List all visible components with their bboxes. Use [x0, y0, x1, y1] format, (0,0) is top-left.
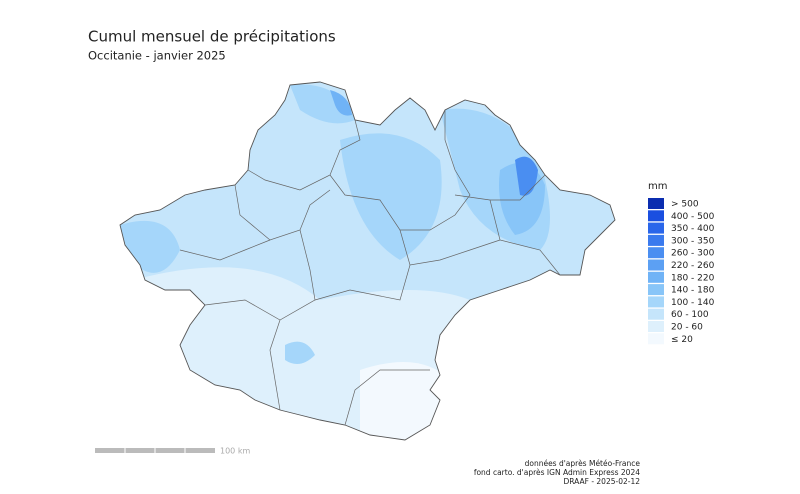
legend-swatch [648, 271, 664, 283]
legend-swatch [648, 222, 664, 234]
legend-label: 60 - 100 [671, 310, 709, 320]
legend-title: mm [648, 181, 667, 192]
credit-line: DRAAF - 2025-02-12 [563, 477, 640, 486]
legend-label: 140 - 180 [671, 286, 715, 296]
legend-swatch [648, 234, 664, 246]
credit-line: données d'après Météo-France [525, 459, 641, 468]
scale-bar: 100 km [95, 447, 250, 456]
legend-label: 400 - 500 [671, 212, 715, 222]
legend-swatch [648, 296, 664, 308]
department-borders [179, 110, 561, 426]
legend: > 500 400 - 500 350 - 400 300 - 350 260 - 30… [648, 198, 715, 345]
legend-label: > 500 [671, 200, 699, 210]
legend-swatch [648, 210, 664, 222]
legend-label: 220 - 260 [671, 261, 715, 271]
legend-label: 180 - 220 [671, 273, 715, 283]
legend-label: 300 - 350 [671, 236, 715, 246]
legend-swatch [648, 247, 664, 259]
legend-label: 100 - 140 [671, 298, 715, 308]
credit-line: fond carto. d'après IGN Admin Express 20… [474, 468, 640, 477]
legend-swatch [648, 284, 664, 296]
legend-swatch [648, 333, 664, 345]
subtitle: Occitanie - janvier 2025 [88, 49, 226, 63]
title: Cumul mensuel de précipitations [88, 28, 336, 46]
legend-swatch [648, 198, 664, 209]
scale-label: 100 km [220, 447, 250, 456]
legend-swatch [648, 308, 664, 320]
legend-label: 260 - 300 [671, 249, 715, 259]
legend-label: 350 - 400 [671, 224, 715, 234]
legend-swatch [648, 259, 664, 271]
legend-swatch [648, 321, 664, 332]
legend-label: 20 - 60 [671, 323, 703, 333]
legend-label: ≤ 20 [671, 335, 693, 345]
